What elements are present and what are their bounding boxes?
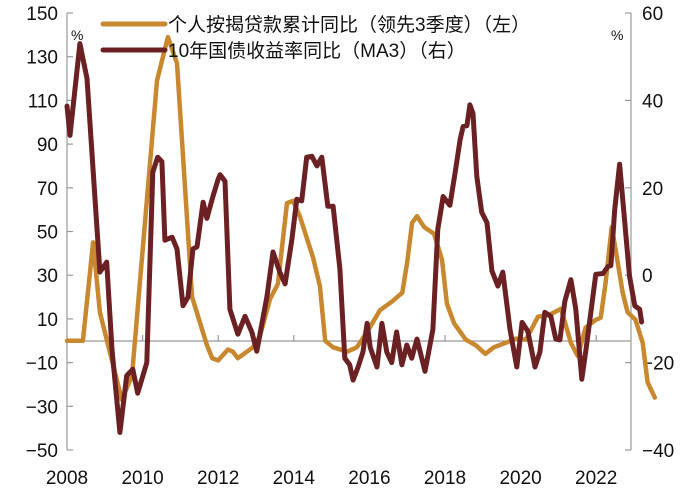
left-tick-label: 50 [37, 223, 58, 244]
x-tick-label: 2008 [46, 468, 88, 489]
left-tick-label: 30 [37, 266, 58, 287]
left-tick-label: −50 [26, 441, 58, 462]
right-y-axis: 60 40 20 0 −20 −40 [625, 4, 674, 462]
left-tick-label: 70 [37, 179, 58, 200]
x-tick-label: 2012 [197, 468, 239, 489]
right-tick-label: 40 [642, 91, 663, 112]
legend-label-mortgage: 个人按揭贷款累计同比（领先3季度）（左） [168, 14, 530, 36]
mortgage-loan-growth-line [64, 34, 658, 402]
legend-label-bond: 10年国债收益率同比（MA3）（右） [168, 40, 466, 62]
left-axis-unit: % [71, 27, 83, 43]
right-axis-unit: % [611, 27, 623, 43]
left-tick-label: −30 [26, 397, 58, 418]
left-tick-label: −10 [26, 354, 58, 375]
right-tick-label: 60 [642, 4, 663, 25]
left-tick-label: 130 [26, 48, 58, 69]
right-tick-label: −20 [642, 354, 674, 375]
x-tick-label: 2016 [348, 468, 390, 489]
left-tick-label: 110 [28, 91, 58, 112]
right-tick-label: −40 [642, 441, 674, 462]
x-tick-label: 2020 [499, 468, 541, 489]
bond-yield-yoy-line [64, 41, 645, 435]
left-tick-label: 10 [37, 310, 58, 331]
legend-item-mortgage: 个人按揭贷款累计同比（领先3季度）（左） [100, 14, 530, 36]
x-tick-label: 2014 [273, 468, 316, 489]
left-tick-label: 90 [37, 135, 58, 156]
left-tick-label: 150 [26, 4, 58, 25]
left-y-axis: 150 130 110 90 70 50 30 10 −10 −30 −50 [26, 4, 73, 462]
legend-item-bond: 10年国债收益率同比（MA3）（右） [100, 40, 466, 62]
x-tick-label: 2018 [424, 468, 466, 489]
right-tick-label: 20 [642, 179, 663, 200]
x-tick-label: 2010 [121, 468, 163, 489]
x-axis: 2008 2010 2012 2014 2016 2018 2020 2022 [46, 335, 631, 489]
legend: 个人按揭贷款累计同比（领先3季度）（左） 10年国债收益率同比（MA3）（右） [100, 14, 530, 62]
x-tick-label: 2022 [575, 468, 617, 489]
right-tick-label: 0 [642, 266, 653, 287]
